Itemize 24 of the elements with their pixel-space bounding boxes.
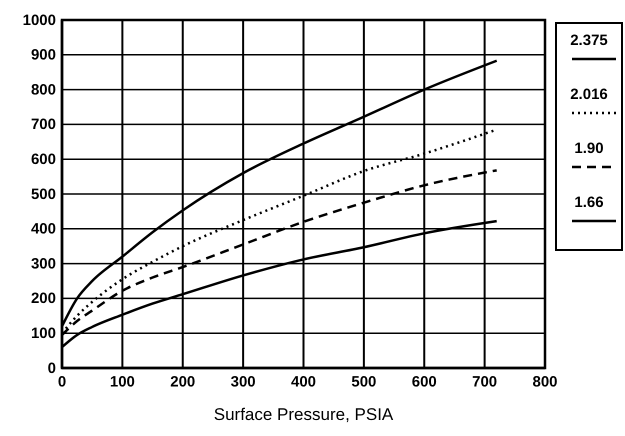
x-tick-label: 100	[110, 374, 135, 391]
text: 2.375	[570, 32, 608, 49]
x-tick-label: 200	[170, 374, 196, 391]
y-tick-label: 400	[30, 220, 56, 238]
x-tick-label: 300	[230, 374, 256, 391]
y-tick-label: 300	[30, 255, 56, 272]
x-tick-label: 700	[472, 374, 498, 391]
y-tick-label: 900	[30, 46, 56, 64]
x-axis-title: Surface Pressure, PSIA	[214, 405, 394, 424]
x-tick-label: 600	[412, 374, 437, 391]
text: 1.90	[574, 140, 604, 157]
text: 1.66	[574, 194, 604, 211]
y-tick-label: 1000	[22, 12, 56, 29]
y-tick-label: 100	[30, 325, 56, 342]
text: 2.016	[570, 86, 608, 103]
y-tick-label: 500	[30, 186, 56, 203]
y-tick-label: 200	[30, 290, 56, 308]
x-tick-label: 400	[290, 374, 316, 391]
x-tick-label: 800	[532, 374, 558, 391]
y-tick-label: 600	[30, 151, 56, 168]
y-tick-label: 0	[48, 360, 56, 377]
x-tick-label: 500	[351, 374, 376, 391]
y-tick-label: 800	[30, 81, 56, 98]
y-tick-label: 700	[30, 116, 56, 134]
